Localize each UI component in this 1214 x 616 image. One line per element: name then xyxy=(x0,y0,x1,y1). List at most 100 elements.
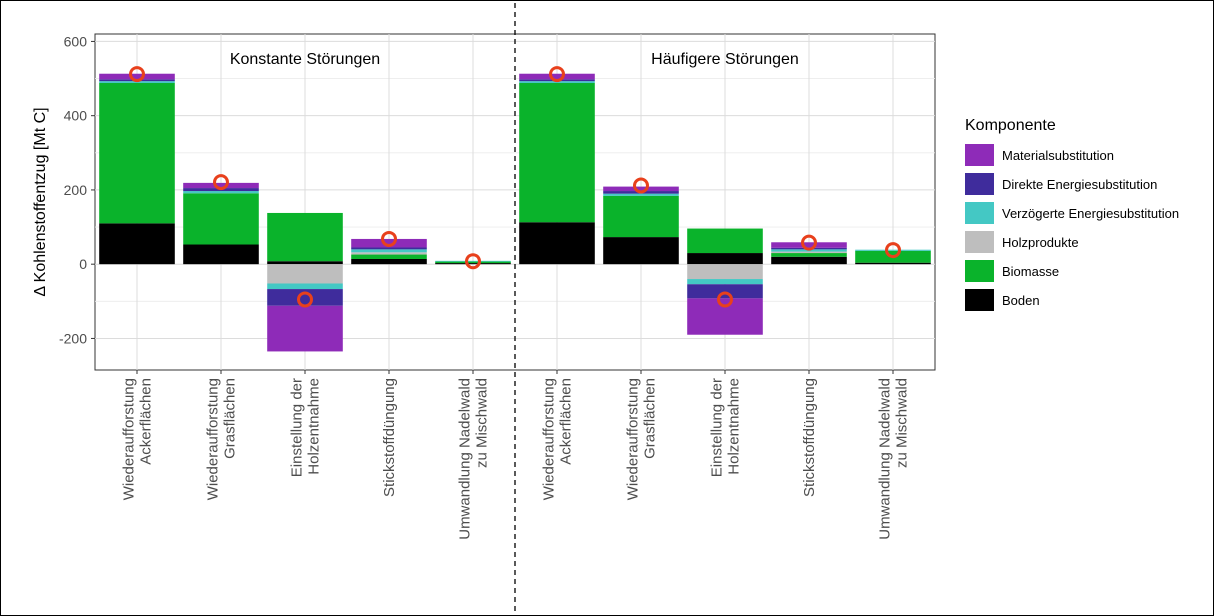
bar-segment-boden xyxy=(435,263,511,265)
bar-segment-materialsubstitution xyxy=(351,238,427,248)
x-tick-label: Einstellung derHolzentnahme xyxy=(289,378,323,477)
x-tick-label-line: Ackerflächen xyxy=(138,378,155,465)
bar-segment-boden xyxy=(519,222,595,265)
bar-segment-biomasse xyxy=(687,228,763,254)
x-tick-label-line: Wiederaufforstung xyxy=(205,378,222,500)
bar-segment-holzprodukte xyxy=(351,252,427,255)
total-marker xyxy=(129,66,145,83)
bar-segment-verzogerte-energiesubstitution xyxy=(183,191,259,194)
legend-swatch-verzogerte-energiesubstitution xyxy=(965,202,994,224)
x-tick-label-line: Stickstoffdüngung xyxy=(801,378,818,497)
legend-title: Komponente xyxy=(965,117,1056,134)
bar-segment-biomasse xyxy=(771,253,847,257)
bar-segment-materialsubstitution xyxy=(519,73,595,80)
x-tick-label: WiederaufforstungAckerflächen xyxy=(121,378,155,500)
x-tick-label-line: Umwandlung Nadelwald xyxy=(877,378,894,540)
legend-swatch-holzprodukte xyxy=(965,231,994,253)
bar-segment-verzogerte-energiesubstitution xyxy=(855,249,931,251)
bar-segment-verzogerte-energiesubstitution xyxy=(351,249,427,253)
bar-segment-materialsubstitution xyxy=(183,182,259,189)
bar-segment-materialsubstitution xyxy=(603,186,679,192)
bar-segment-biomasse xyxy=(267,212,343,262)
bar-segment-boden xyxy=(183,244,259,265)
x-tick-label-line: zu Mischwald xyxy=(894,378,911,468)
x-tick-label-line: Umwandlung Nadelwald xyxy=(457,378,474,540)
x-tick-label: WiederaufforstungAckerflächen xyxy=(541,378,575,500)
x-tick-label: Stickstoffdüngung xyxy=(381,378,398,497)
total-marker xyxy=(213,174,229,191)
x-tick-label: Umwandlung Nadelwaldzu Mischwald xyxy=(877,378,911,540)
panel-title: Konstante Störungen xyxy=(230,51,380,68)
bar-segment-verzogerte-energiesubstitution xyxy=(267,283,343,290)
bar-segment-biomasse xyxy=(99,83,175,224)
legend-swatch-biomasse xyxy=(965,260,994,282)
x-tick-label: Stickstoffdüngung xyxy=(801,378,818,497)
total-marker xyxy=(381,230,397,247)
bar-segment-biomasse xyxy=(351,254,427,259)
bar-segment-boden xyxy=(771,256,847,265)
x-tick-label-line: Grasflächen xyxy=(222,378,239,459)
bar-segment-holzprodukte xyxy=(687,264,763,280)
total-marker xyxy=(717,291,733,308)
legend-swatch-direkte-energiesubstitution xyxy=(965,173,994,195)
bar-segment-verzogerte-energiesubstitution xyxy=(603,193,679,196)
bar-segment-biomasse xyxy=(519,83,595,223)
panel-title: Häufigere Störungen xyxy=(651,51,799,68)
legend-swatch-boden xyxy=(965,289,994,311)
bar-segment-biomasse xyxy=(603,195,679,238)
legend-label-biomasse: Biomasse xyxy=(1002,264,1059,279)
x-tick-label-line: Einstellung der xyxy=(709,378,726,477)
x-tick-label: WiederaufforstungGrasflächen xyxy=(625,378,659,500)
x-tick-label-line: Wiederaufforstung xyxy=(541,378,558,500)
bar-segment-materialsubstitution xyxy=(267,305,343,352)
x-tick-label-line: Grasflächen xyxy=(642,378,659,459)
x-tick-label-line: Holzentnahme xyxy=(726,378,743,475)
bar-segment-direkte-energiesubstitution xyxy=(687,284,763,299)
x-tick-label-line: Stickstoffdüngung xyxy=(381,378,398,497)
bar-segment-verzogerte-energiesubstitution xyxy=(687,279,763,285)
x-tick-label-line: Einstellung der xyxy=(289,378,306,477)
bar-segment-biomasse xyxy=(183,193,259,245)
y-tick-label: 200 xyxy=(64,182,88,198)
bar-segment-materialsubstitution xyxy=(687,298,763,335)
total-marker xyxy=(633,177,649,194)
bar-segment-direkte-energiesubstitution xyxy=(351,247,427,250)
bar-segment-direkte-energiesubstitution xyxy=(267,289,343,306)
bar-segment-materialsubstitution xyxy=(771,242,847,248)
x-tick-label-line: Holzentnahme xyxy=(306,378,323,475)
bar-segment-biomasse xyxy=(435,261,511,264)
total-marker xyxy=(297,291,313,308)
x-tick-label-line: Wiederaufforstung xyxy=(625,378,642,500)
x-tick-label-line: Ackerflächen xyxy=(558,378,575,465)
bar-segment-boden xyxy=(267,261,343,265)
bar-segment-boden xyxy=(603,237,679,265)
x-tick-label-line: Wiederaufforstung xyxy=(121,378,138,500)
bar-segment-boden xyxy=(351,258,427,265)
x-tick-label: Einstellung derHolzentnahme xyxy=(709,378,743,477)
total-marker xyxy=(465,253,481,270)
y-tick-label: 400 xyxy=(64,108,88,124)
x-tick-label: WiederaufforstungGrasflächen xyxy=(205,378,239,500)
bar-segment-holzprodukte xyxy=(771,251,847,254)
legend-label-materialsubstitution: Materialsubstitution xyxy=(1002,148,1114,163)
bar-segment-holzprodukte xyxy=(267,264,343,284)
legend-swatch-materialsubstitution xyxy=(965,144,994,166)
total-marker xyxy=(549,66,565,83)
bar-segment-boden xyxy=(99,223,175,265)
y-tick-label: -200 xyxy=(59,330,87,346)
x-tick-label-line: zu Mischwald xyxy=(474,378,491,468)
bar-segment-boden xyxy=(687,253,763,265)
legend-label-direkte-energiesubstitution: Direkte Energiesubstitution xyxy=(1002,177,1157,192)
x-tick-label: Umwandlung Nadelwaldzu Mischwald xyxy=(457,378,491,540)
bar-segment-boden xyxy=(855,262,931,265)
bar-segment-verzogerte-energiesubstitution xyxy=(435,260,511,262)
legend-label-verzogerte-energiesubstitution: Verzögerte Energiesubstitution xyxy=(1002,206,1179,221)
bar-segment-materialsubstitution xyxy=(99,73,175,80)
y-tick-label: 600 xyxy=(64,33,88,49)
legend-label-holzprodukte: Holzprodukte xyxy=(1002,235,1079,250)
total-marker xyxy=(801,234,817,251)
legend-label-boden: Boden xyxy=(1002,293,1040,308)
y-axis-label: Δ Kohlenstoffentzug [Mt C] xyxy=(32,107,49,296)
y-tick-label: 0 xyxy=(79,256,87,272)
